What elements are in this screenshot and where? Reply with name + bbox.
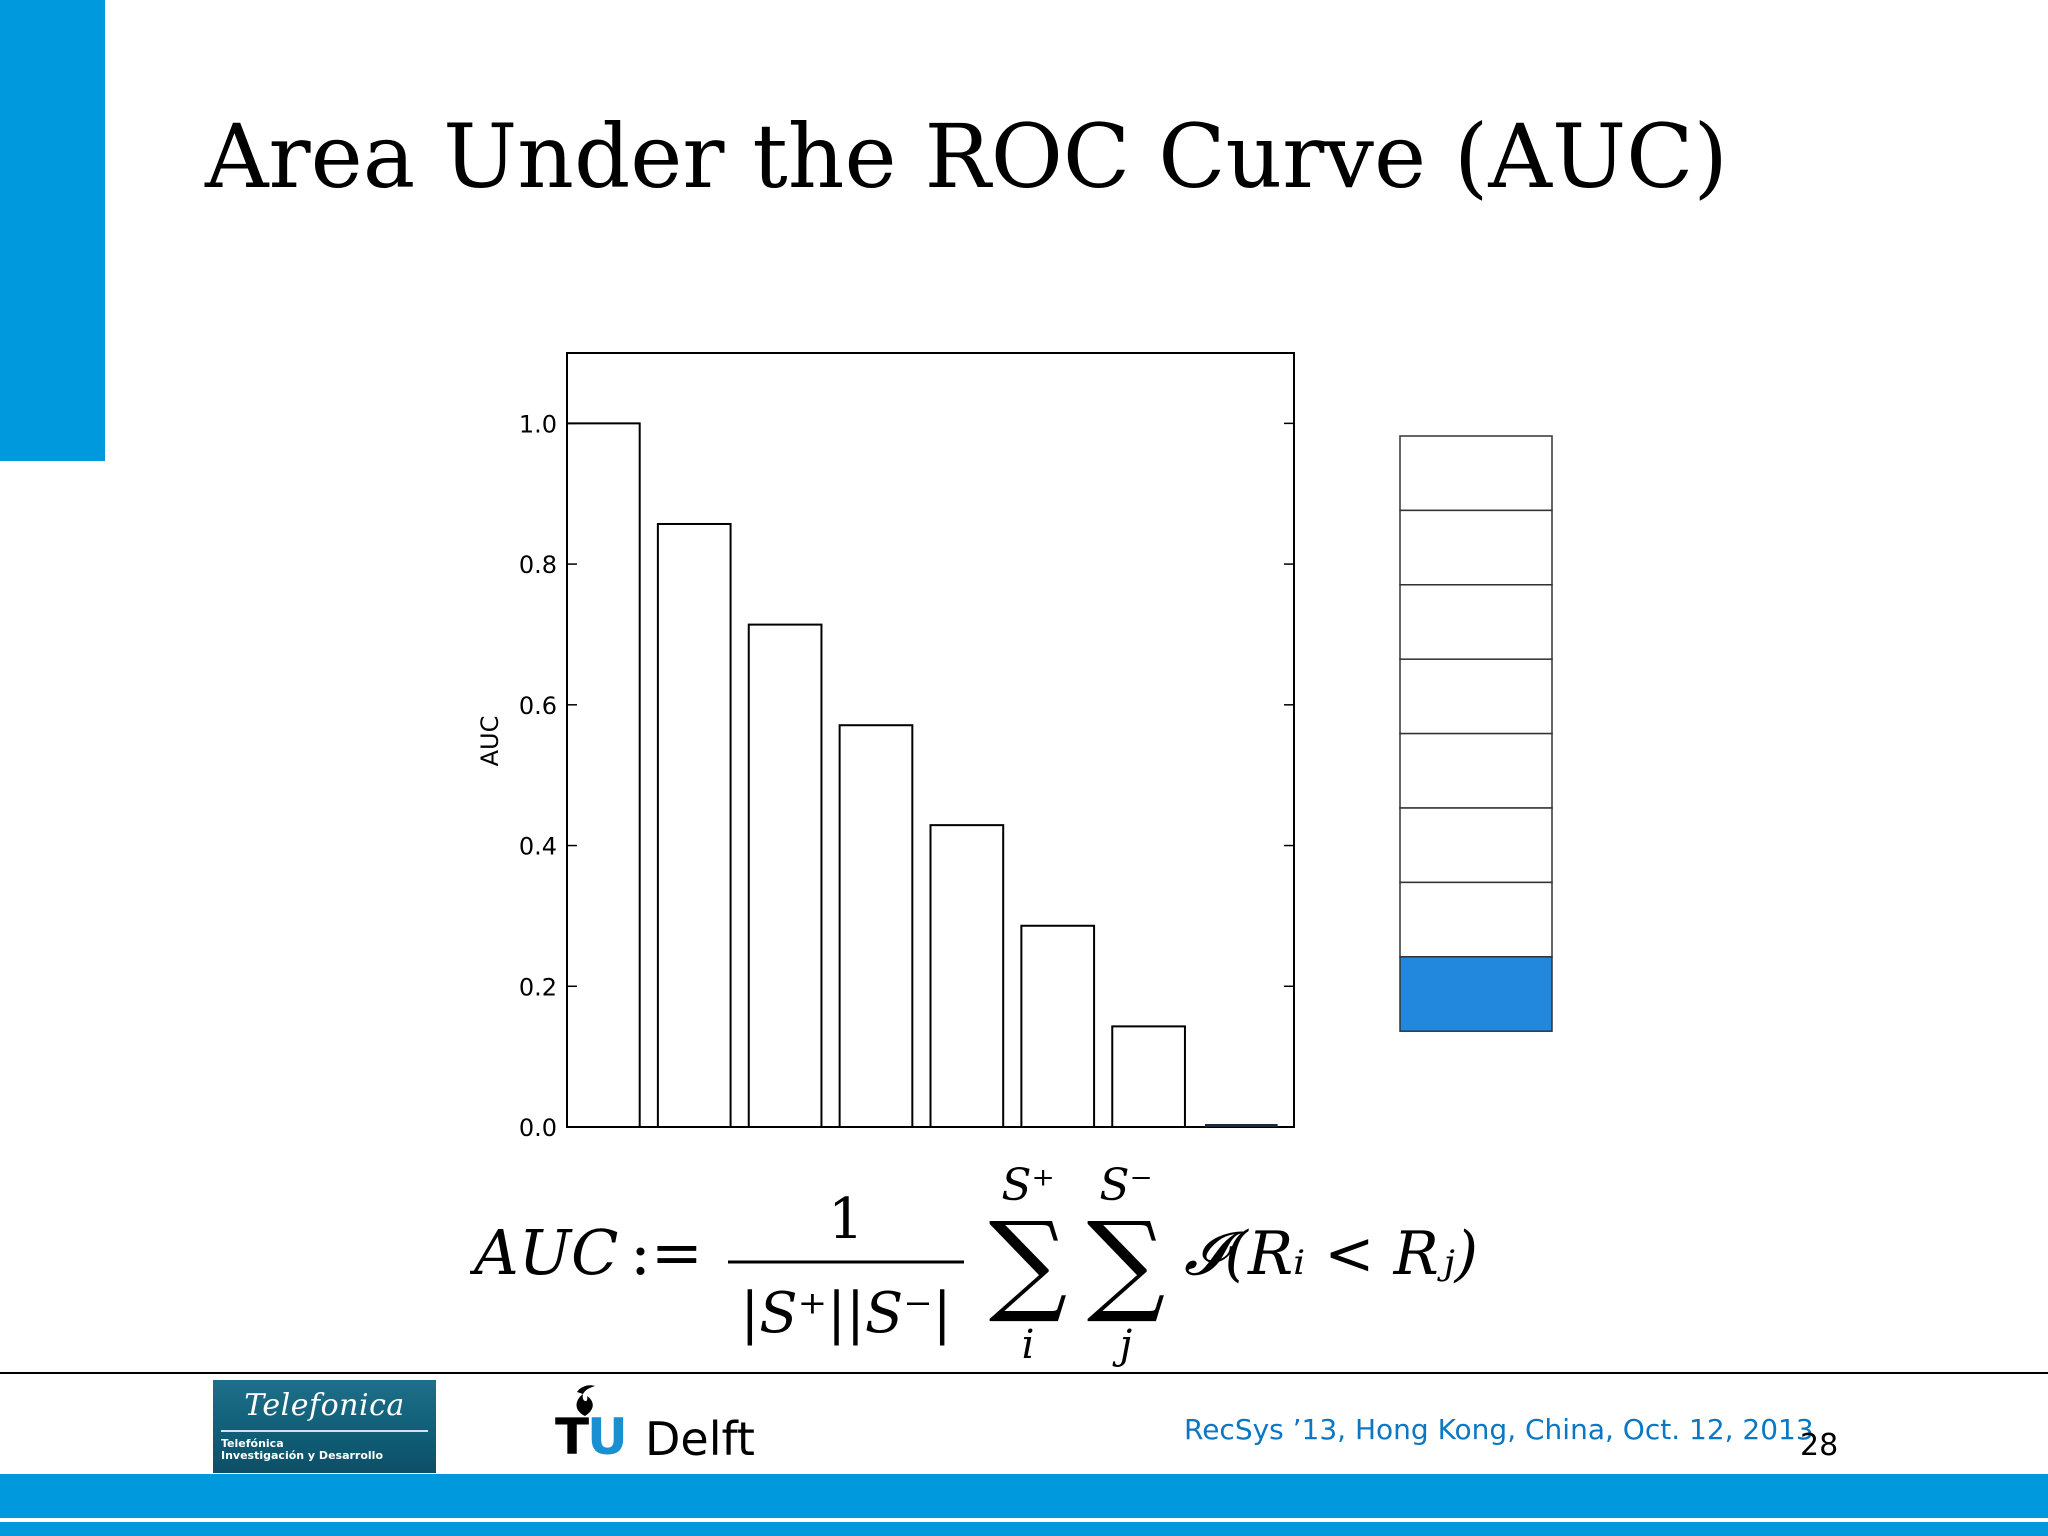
conference-info: RecSys ’13, Hong Kong, China, Oct. 12, 2…	[1184, 1413, 1814, 1446]
tudelft-delft-text: Delft	[645, 1412, 755, 1466]
formula-sum2-top: S⁻	[1099, 1160, 1152, 1211]
y-tick-label: 0.8	[519, 551, 557, 579]
chart-axes	[566, 352, 1295, 1128]
ranking-cell	[1399, 881, 1553, 958]
y-axis-label: AUC	[476, 716, 504, 767]
tudelft-tu-text: TU	[555, 1412, 628, 1462]
telefonica-logo: Telefonica Telefónica Investigación y De…	[213, 1380, 436, 1473]
bar	[566, 422, 641, 1128]
ranking-cell	[1399, 956, 1553, 1032]
formula-lhs: AUC	[470, 1216, 618, 1289]
y-tick-label: 1.0	[519, 410, 557, 438]
plot-frame	[566, 352, 1295, 1128]
ranking-cell	[1399, 732, 1553, 809]
formula-numerator: 1	[828, 1187, 864, 1252]
footer-band	[0, 1474, 2048, 1518]
formula-sum2-sigma: ∑	[1087, 1198, 1166, 1326]
tudelft-letter-u: U	[587, 1408, 628, 1466]
telefonica-subtitle: Telefónica Investigación y Desarrollo	[221, 1438, 383, 1462]
formula-sum1-top: S⁺	[1001, 1160, 1054, 1211]
telefonica-subtitle-line1: Telefónica	[221, 1437, 284, 1450]
bar	[747, 623, 823, 1128]
formula-sum1-sigma: ∑	[989, 1198, 1068, 1326]
footer-divider	[0, 1372, 2048, 1374]
y-tick-label: 0.2	[519, 973, 557, 1001]
ranking-cell	[1399, 658, 1553, 735]
y-tick-label: 0.4	[519, 833, 557, 861]
bar	[1020, 924, 1096, 1129]
page-number: 28	[1800, 1428, 1839, 1463]
flame-icon	[576, 1385, 595, 1416]
telefonica-subtitle-line2: Investigación y Desarrollo	[221, 1449, 384, 1462]
chart-ticks: 0.0 0.2 0.4 0.6 0.8 1.0	[519, 410, 1294, 1142]
chart-bars	[566, 422, 1278, 1129]
slide-title: Area Under the ROC Curve (AUC)	[205, 105, 1728, 208]
tudelft-logo: TU Delft	[555, 1382, 765, 1462]
bar	[838, 724, 914, 1128]
ranking-cell	[1399, 435, 1553, 512]
formula-sum1-bottom: i	[1022, 1322, 1035, 1368]
ranking-cell	[1399, 807, 1553, 884]
telefonica-logo-rule	[221, 1430, 428, 1432]
bar	[929, 824, 1005, 1128]
formula-denominator: |S⁺||S⁻|	[740, 1281, 951, 1346]
auc-formula: AUC := 1 |S⁺||S⁻| S⁺ ∑ i S⁻ ∑ j 𝓘(Rᵢ < R…	[470, 1160, 1478, 1368]
formula-body: 𝓘(Rᵢ < Rⱼ)	[1184, 1219, 1478, 1289]
ranking-list	[1399, 435, 1553, 1032]
ranking-cell	[1399, 584, 1553, 660]
formula-sum2-bottom: j	[1112, 1322, 1132, 1368]
y-tick-label: 0.0	[519, 1114, 557, 1142]
y-tick-label: 0.6	[519, 692, 557, 720]
bar	[1204, 1124, 1278, 1127]
formula-assign: :=	[630, 1216, 703, 1289]
tudelft-letter-t: T	[555, 1408, 589, 1466]
ranking-cell	[1399, 509, 1553, 586]
telefonica-brand-text: Telefonica	[244, 1388, 405, 1423]
bar	[1111, 1025, 1186, 1129]
tudelft-tu-letters: TU	[555, 1408, 628, 1466]
bar	[656, 522, 732, 1128]
left-accent-bar	[0, 0, 105, 461]
footer-band-thin	[0, 1522, 2048, 1536]
